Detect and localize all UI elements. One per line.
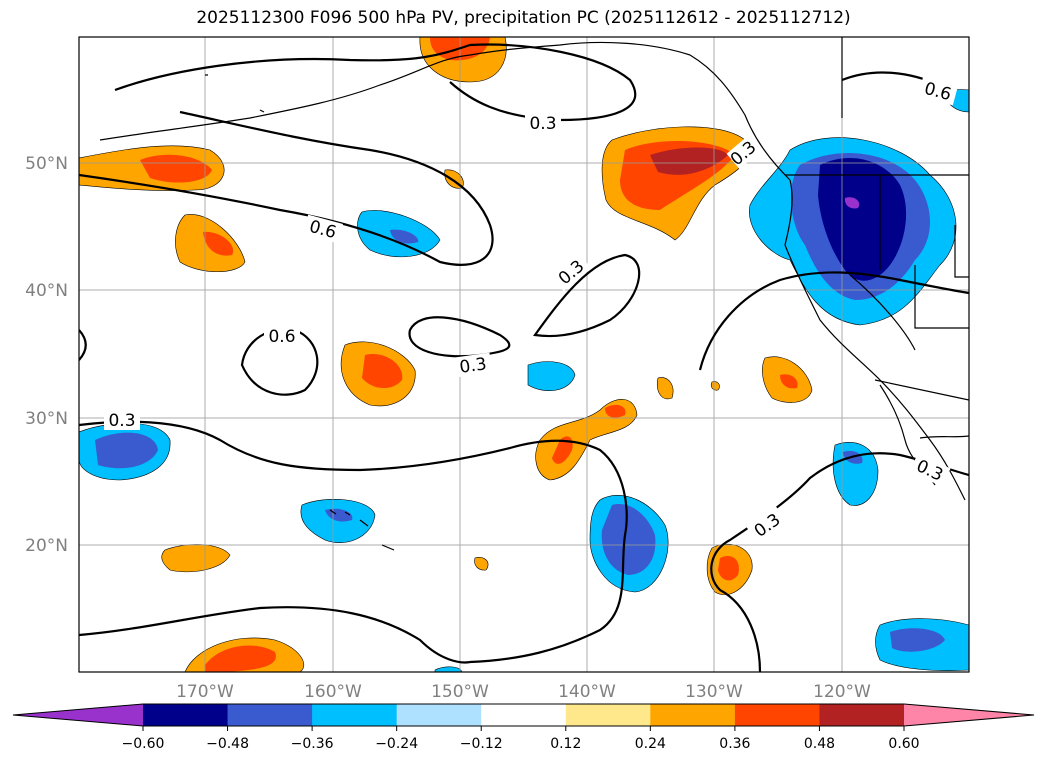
colorbar-swatch: [565, 704, 651, 726]
colorbar-tick-label: −0.12: [460, 736, 503, 752]
colorbar-tick-label: −0.48: [206, 736, 249, 752]
colorbar-extend-max: [904, 704, 1034, 726]
lat-label: 20°N: [25, 536, 68, 556]
colorbar-swatch: [143, 704, 229, 726]
colorbar-tick-label: −0.36: [291, 736, 334, 752]
colorbar-tick-label: 0.48: [804, 736, 835, 752]
lon-axis: 170°W 160°W 150°W 140°W 130°W 120°W: [176, 682, 871, 702]
contour-label: 0.3: [458, 354, 488, 378]
lon-label: 120°W: [813, 682, 871, 702]
precip-shading: [79, 37, 969, 672]
colorbar-tick-label: 0.36: [719, 736, 750, 752]
map-area: 0.3 0.6 0.3 0.6 0.3 0.3 0.3 0.3 0.6 0.3: [79, 37, 969, 672]
colorbar-swatch: [734, 704, 820, 726]
colorbar-tick-label: 0.24: [635, 736, 666, 752]
lat-label: 40°N: [25, 281, 68, 301]
lon-label: 140°W: [558, 682, 616, 702]
colorbar-swatch: [227, 704, 313, 726]
contour-label: 0.3: [108, 411, 135, 431]
contour-label: 0.3: [529, 114, 556, 134]
coastlines: [99, 37, 969, 551]
colorbar: −0.60 −0.48 −0.36 −0.24 −0.12 0.12 0.24 0.36 0.4…: [12, 703, 1035, 752]
map-frame: [78, 36, 970, 673]
lat-label: 30°N: [25, 409, 68, 429]
colorbar-swatch: [312, 704, 398, 726]
contour-label: 0.6: [268, 327, 295, 347]
lon-label: 160°W: [304, 682, 362, 702]
colorbar-swatch: [650, 704, 736, 726]
colorbar-tick-label: 0.12: [550, 736, 581, 752]
map-title: 2025112300 F096 500 hPa PV, precipitatio…: [196, 8, 851, 28]
graticule: [79, 37, 969, 672]
colorbar-tick-label: −0.60: [122, 736, 165, 752]
lat-label: 50°N: [25, 154, 68, 174]
lon-label: 170°W: [176, 682, 234, 702]
colorbar-swatch: [481, 704, 567, 726]
lon-label: 150°W: [431, 682, 489, 702]
lon-label: 130°W: [685, 682, 743, 702]
colorbar-swatch: [819, 704, 905, 726]
lat-axis: 50°N 40°N 30°N 20°N: [25, 154, 68, 556]
colorbar-extend-min: [13, 704, 143, 726]
colorbar-swatch: [396, 704, 482, 726]
colorbar-tick-label: 0.60: [888, 736, 919, 752]
colorbar-tick-label: −0.24: [375, 736, 418, 752]
